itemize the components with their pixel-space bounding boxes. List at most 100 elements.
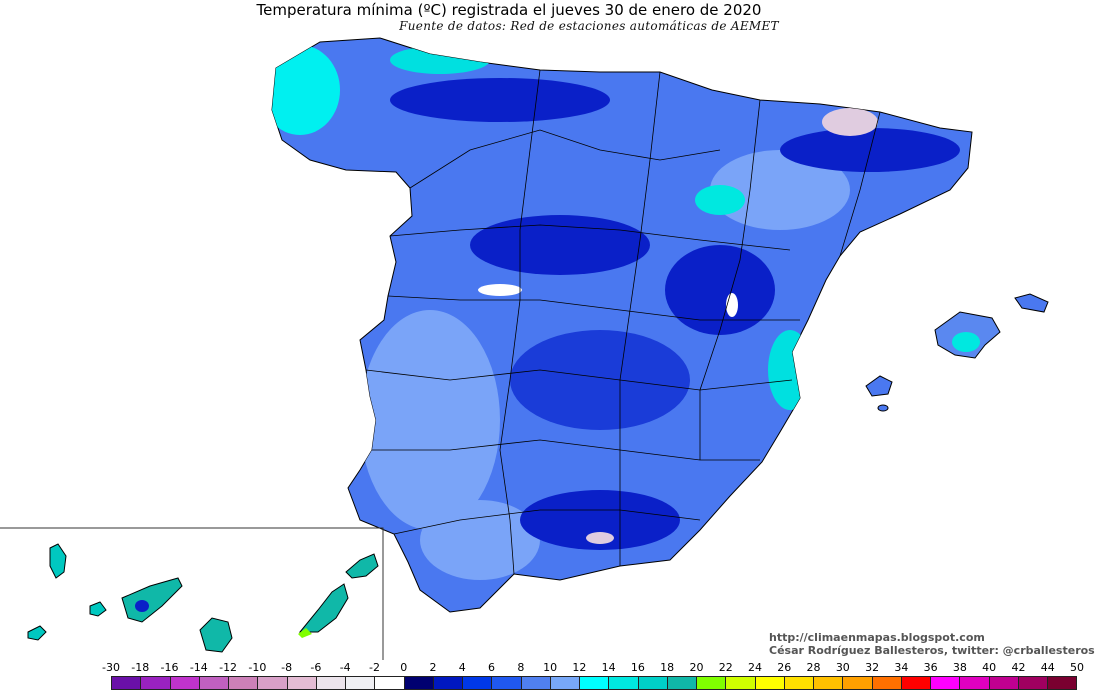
legend-tick-label: -6	[310, 661, 322, 674]
legend-tick-label: 28	[806, 661, 821, 674]
legend-tick-label: 42	[1011, 661, 1026, 674]
legend-swatch	[755, 677, 785, 689]
legend-swatch	[170, 677, 200, 689]
legend-swatch	[258, 677, 288, 689]
legend-tick-label: -4	[339, 661, 351, 674]
legend-tick-label: 38	[952, 661, 967, 674]
legend-swatch	[492, 677, 522, 689]
mild-zone-galicia	[272, 45, 340, 135]
legend-tick-label: 20	[689, 661, 704, 674]
legend-tick-label: 16	[630, 661, 645, 674]
canary-gran-canaria	[199, 617, 233, 653]
legend-tick-label: 6	[488, 661, 496, 674]
legend-swatch	[667, 677, 697, 689]
legend-swatch	[229, 677, 259, 689]
legend-swatch	[843, 677, 873, 689]
legend-color-bar	[111, 676, 1077, 690]
legend-swatch	[375, 677, 405, 689]
subzero-spot-teruel	[726, 293, 738, 317]
legend-tick-label: 18	[660, 661, 675, 674]
legend-swatch	[404, 677, 434, 689]
balearic-formentera	[877, 404, 889, 412]
legend-swatch	[346, 677, 376, 689]
legend-tick-label: -8	[281, 661, 293, 674]
legend-swatch	[931, 677, 961, 689]
legend-tick-label: 0	[400, 661, 408, 674]
province-borders	[365, 69, 881, 575]
legend-swatch	[433, 677, 463, 689]
legend-tick-label: 24	[748, 661, 762, 674]
mild-zone-valencia	[768, 330, 812, 410]
credit-url[interactable]: http://climaenmapas.blogspot.com	[769, 631, 985, 644]
cold-zone-iberian	[665, 245, 775, 335]
legend-swatch	[199, 677, 229, 689]
legend-tick-label: 10	[543, 661, 558, 674]
legend-swatch	[141, 677, 171, 689]
legend-swatch	[872, 677, 902, 689]
mild-zone-ebro-cyan	[695, 185, 745, 215]
map-title: Temperatura mínima (ºC) registrada el ju…	[256, 1, 762, 19]
light-zone-west	[360, 310, 500, 530]
legend-swatch	[784, 677, 814, 689]
legend-swatch	[814, 677, 844, 689]
legend-tick-label: 34	[894, 661, 909, 674]
legend-swatch	[697, 677, 727, 689]
legend-tick-label: -18	[131, 661, 150, 674]
credit-author: César Rodríguez Ballesteros, twitter: @c…	[769, 644, 1095, 657]
cold-zone-cantabrian	[390, 78, 610, 122]
legend-tick-label: -14	[189, 661, 208, 674]
legend-labels: -30 -18 -16 -14 -12 -10 -8 -6 -4 -2 0 2 4 6 8 10 12 14 16 1…	[0, 661, 1098, 675]
legend-swatch	[463, 677, 493, 689]
canary-el-hierro	[27, 625, 47, 641]
legend-swatch	[521, 677, 551, 689]
legend-swatch	[316, 677, 346, 689]
balearic-menorca	[1014, 293, 1049, 313]
legend-tick-label: -2	[368, 661, 380, 674]
balearic-ibiza	[865, 375, 893, 397]
cold-zone-meseta	[510, 330, 690, 430]
legend-tick-label: 40	[982, 661, 997, 674]
canary-lanzarote	[345, 553, 379, 579]
subzero-spot-sierra-nevada	[586, 532, 614, 544]
canary-fuerteventura-warm	[298, 628, 312, 638]
legend-tick-label: 50	[1070, 661, 1084, 674]
legend-swatch	[960, 677, 990, 689]
legend-tick-label: -10	[248, 661, 267, 674]
legend-swatch	[1048, 677, 1077, 689]
legend-tick-label: 36	[923, 661, 938, 674]
legend-tick-label: 30	[835, 661, 850, 674]
light-zone-ebro	[710, 150, 850, 230]
legend-tick-label: -16	[160, 661, 179, 674]
map-subtitle: Fuente de datos: Red de estaciones autom…	[399, 19, 779, 33]
legend-tick-label: 4	[458, 661, 466, 674]
legend-swatch	[112, 677, 142, 689]
legend-swatch	[989, 677, 1019, 689]
canary-fuerteventura	[298, 583, 349, 633]
canary-la-gomera	[89, 601, 107, 617]
cold-zone-central	[470, 215, 650, 275]
subzero-spot-guadarrama	[478, 284, 522, 296]
legend-swatch	[287, 677, 317, 689]
legend-swatch	[638, 677, 668, 689]
legend-tick-label: 26	[777, 661, 792, 674]
canary-inset-frame	[0, 527, 384, 660]
legend-tick-label: 32	[865, 661, 880, 674]
legend-swatch	[609, 677, 639, 689]
legend-tick-label: 22	[718, 661, 733, 674]
cold-zone-betic	[520, 490, 680, 550]
mild-zone-cantabria	[390, 46, 490, 74]
canary-teide-cold	[135, 600, 149, 612]
legend-tick-label: 14	[601, 661, 616, 674]
balearic-mallorca-mild	[952, 332, 980, 352]
legend-swatch	[1018, 677, 1048, 689]
legend-swatch	[726, 677, 756, 689]
canary-la-palma	[49, 543, 67, 579]
legend-tick-label: 44	[1040, 661, 1055, 674]
legend-tick-label: -30	[102, 661, 120, 674]
legend-swatch	[901, 677, 931, 689]
legend-tick-label: 12	[572, 661, 587, 674]
legend-tick-label: 2	[429, 661, 437, 674]
subzero-spot-pyrenees	[822, 108, 878, 136]
legend-swatch	[580, 677, 610, 689]
